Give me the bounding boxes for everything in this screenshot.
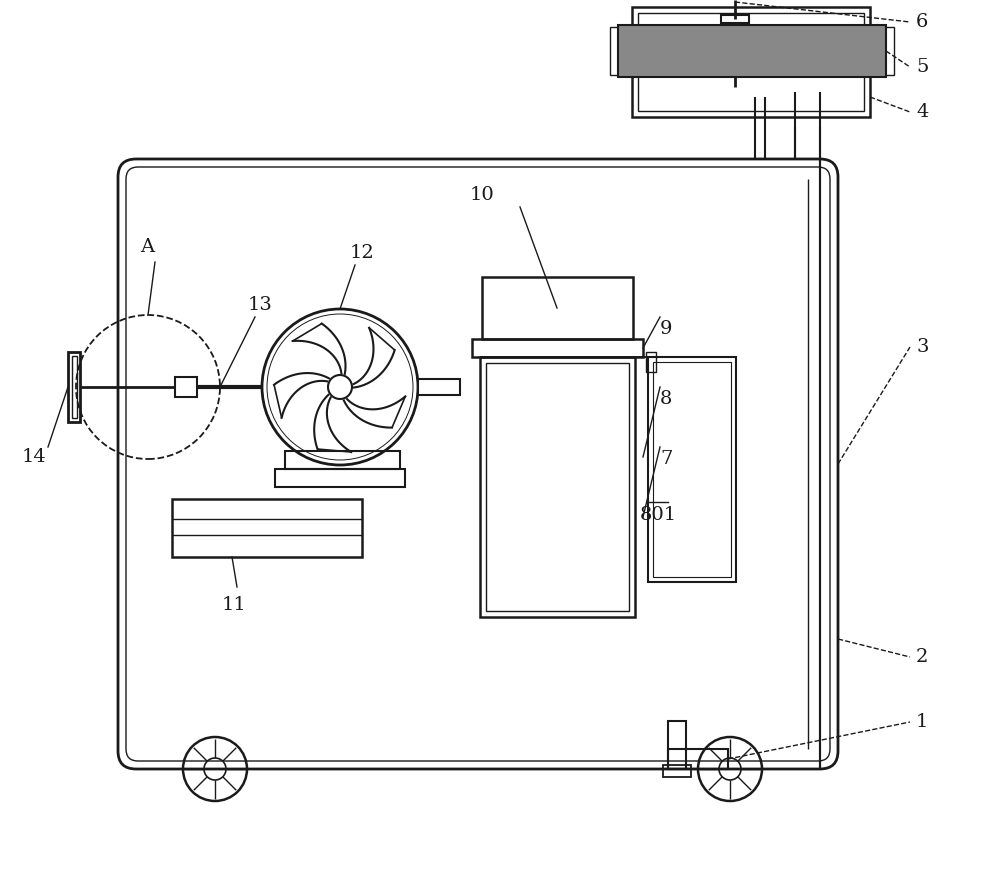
Bar (610, 27, 620, 75)
Text: 10: 10 (470, 186, 495, 204)
Bar (663, 765, 691, 777)
Bar (472, 339, 643, 357)
Text: 13: 13 (248, 296, 273, 314)
Bar (72, 356, 77, 418)
Bar (175, 377, 197, 397)
Text: 801: 801 (640, 506, 677, 524)
Bar (638, 13, 864, 111)
Text: 1: 1 (916, 713, 928, 731)
Bar (648, 357, 736, 582)
Text: 7: 7 (660, 450, 672, 468)
Bar (668, 749, 728, 769)
Bar (172, 499, 362, 557)
Text: 4: 4 (916, 103, 928, 121)
Bar (618, 25, 886, 77)
Text: 14: 14 (22, 448, 47, 466)
Bar (486, 363, 629, 611)
Text: 8: 8 (660, 390, 672, 408)
Text: 12: 12 (350, 244, 375, 262)
Bar (68, 352, 80, 422)
Text: 11: 11 (222, 596, 247, 614)
Text: 3: 3 (916, 338, 928, 356)
Text: 2: 2 (916, 648, 928, 666)
Text: 5: 5 (916, 58, 928, 76)
Text: 6: 6 (916, 13, 928, 31)
Bar (418, 379, 460, 395)
Bar (721, 15, 749, 23)
Bar (646, 352, 656, 372)
Text: A: A (140, 238, 154, 256)
Text: 9: 9 (660, 320, 672, 338)
Bar (482, 277, 633, 339)
Bar (480, 357, 635, 617)
Bar (884, 27, 894, 75)
Bar (653, 362, 731, 577)
Bar (285, 451, 400, 469)
Bar (275, 469, 405, 487)
Bar (632, 7, 870, 117)
Bar (668, 721, 686, 769)
Circle shape (328, 375, 352, 399)
